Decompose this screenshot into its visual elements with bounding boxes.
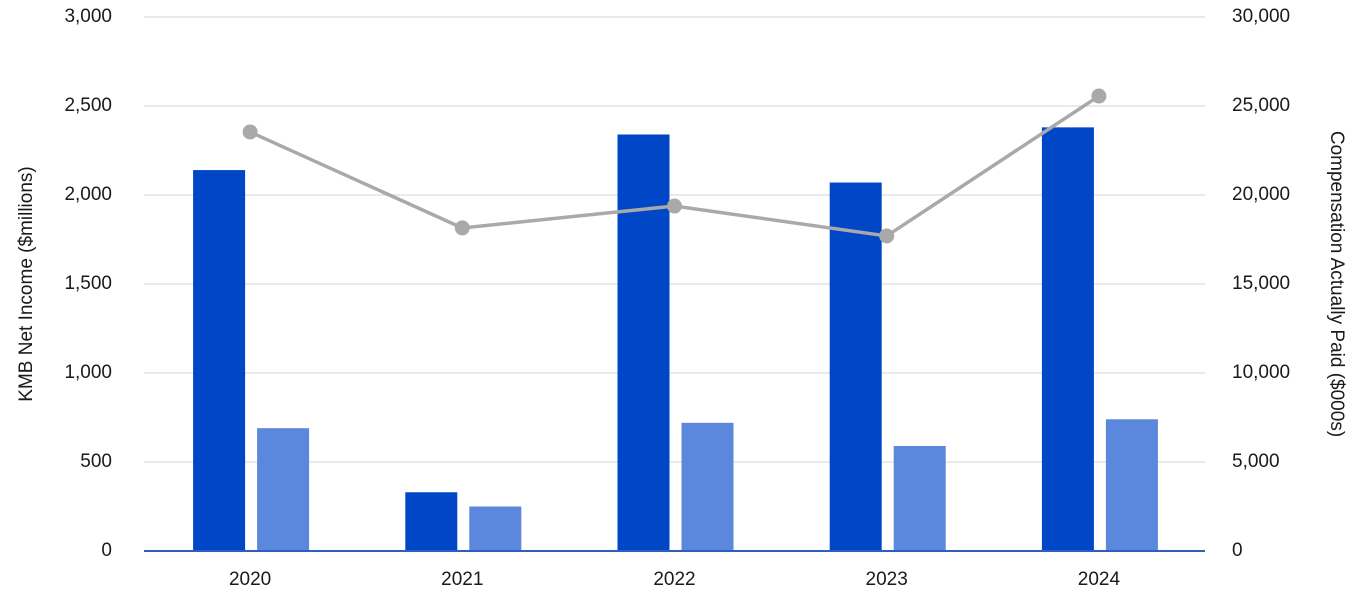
y2-axis-label: Compensation Actually Paid ($000s)	[1326, 131, 1347, 437]
y-tick-label: 1,500	[64, 273, 112, 294]
x-tick-label: 2020	[229, 569, 271, 590]
bar	[1041, 127, 1094, 552]
line-point	[1091, 88, 1107, 104]
y2-tick-label: 30,000	[1232, 6, 1290, 27]
x-tick-label: 2022	[653, 569, 695, 590]
x-tick-label: 2024	[1078, 569, 1121, 590]
bar	[681, 422, 734, 551]
bar	[893, 445, 946, 551]
line	[249, 94, 1100, 238]
bar	[257, 428, 310, 551]
y-axis-label: KMB Net Income ($millions)	[16, 166, 37, 401]
bar	[193, 170, 246, 551]
y-tick-label: 1,000	[64, 362, 112, 383]
line-point	[242, 124, 258, 140]
line-point	[454, 220, 470, 236]
x-tick-label: 2023	[866, 569, 908, 590]
y2-tick-label: 20,000	[1232, 184, 1290, 205]
bar	[1105, 419, 1158, 551]
y-tick-label: 0	[101, 540, 112, 561]
y2-tick-label: 0	[1232, 540, 1243, 561]
x-tick-label: 2021	[441, 569, 483, 590]
y2-tick-label: 15,000	[1232, 273, 1290, 294]
line-point	[879, 228, 895, 244]
y-tick-label: 500	[80, 451, 112, 472]
bar	[469, 506, 522, 551]
y-tick-label: 2,500	[64, 95, 112, 116]
bar	[829, 182, 882, 552]
y2-tick-label: 25,000	[1232, 95, 1290, 116]
y-tick-label: 2,000	[64, 184, 112, 205]
y2-tick-label: 5,000	[1232, 451, 1280, 472]
y2-tick-label: 10,000	[1232, 362, 1290, 383]
bar	[405, 492, 458, 551]
y-tick-label: 3,000	[64, 6, 112, 27]
bar	[617, 134, 670, 552]
line-point	[667, 198, 682, 214]
